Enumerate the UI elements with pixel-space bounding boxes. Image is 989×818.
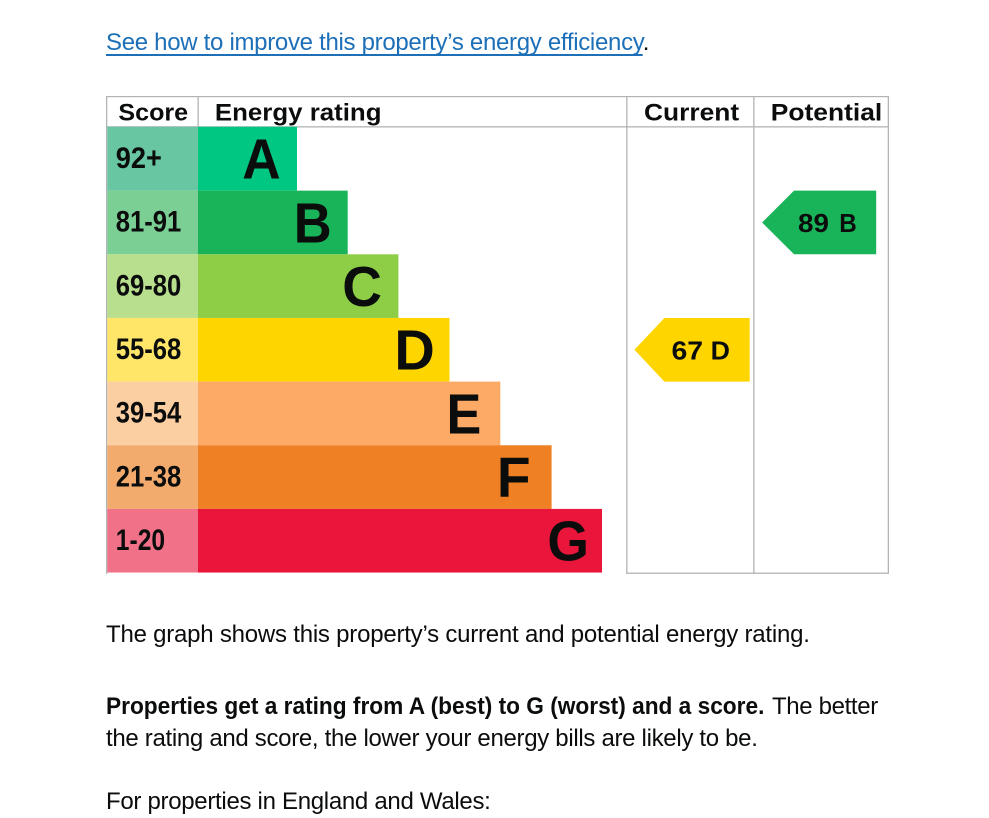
svg-text:B: B: [839, 208, 857, 238]
svg-text:D: D: [711, 335, 730, 365]
svg-text:B: B: [294, 191, 332, 255]
svg-text:Current: Current: [644, 100, 739, 127]
svg-text:89: 89: [798, 208, 829, 238]
svg-text:1-20: 1-20: [116, 524, 165, 557]
svg-text:A: A: [242, 128, 280, 192]
svg-text:92+: 92+: [116, 142, 162, 175]
svg-text:67: 67: [672, 335, 704, 365]
svg-text:G: G: [547, 510, 589, 574]
svg-text:D: D: [394, 319, 434, 383]
svg-text:Potential: Potential: [771, 100, 882, 127]
svg-text:69-80: 69-80: [116, 269, 182, 302]
svg-text:55-68: 55-68: [116, 333, 182, 366]
svg-text:F: F: [497, 446, 531, 510]
svg-text:C: C: [342, 255, 382, 319]
svg-text:81-91: 81-91: [116, 206, 182, 239]
svg-text:E: E: [447, 382, 482, 446]
svg-text:39-54: 39-54: [116, 397, 182, 430]
svg-text:Score: Score: [118, 100, 188, 127]
svg-text:Energy rating: Energy rating: [215, 100, 382, 127]
svg-text:21-38: 21-38: [116, 460, 182, 493]
